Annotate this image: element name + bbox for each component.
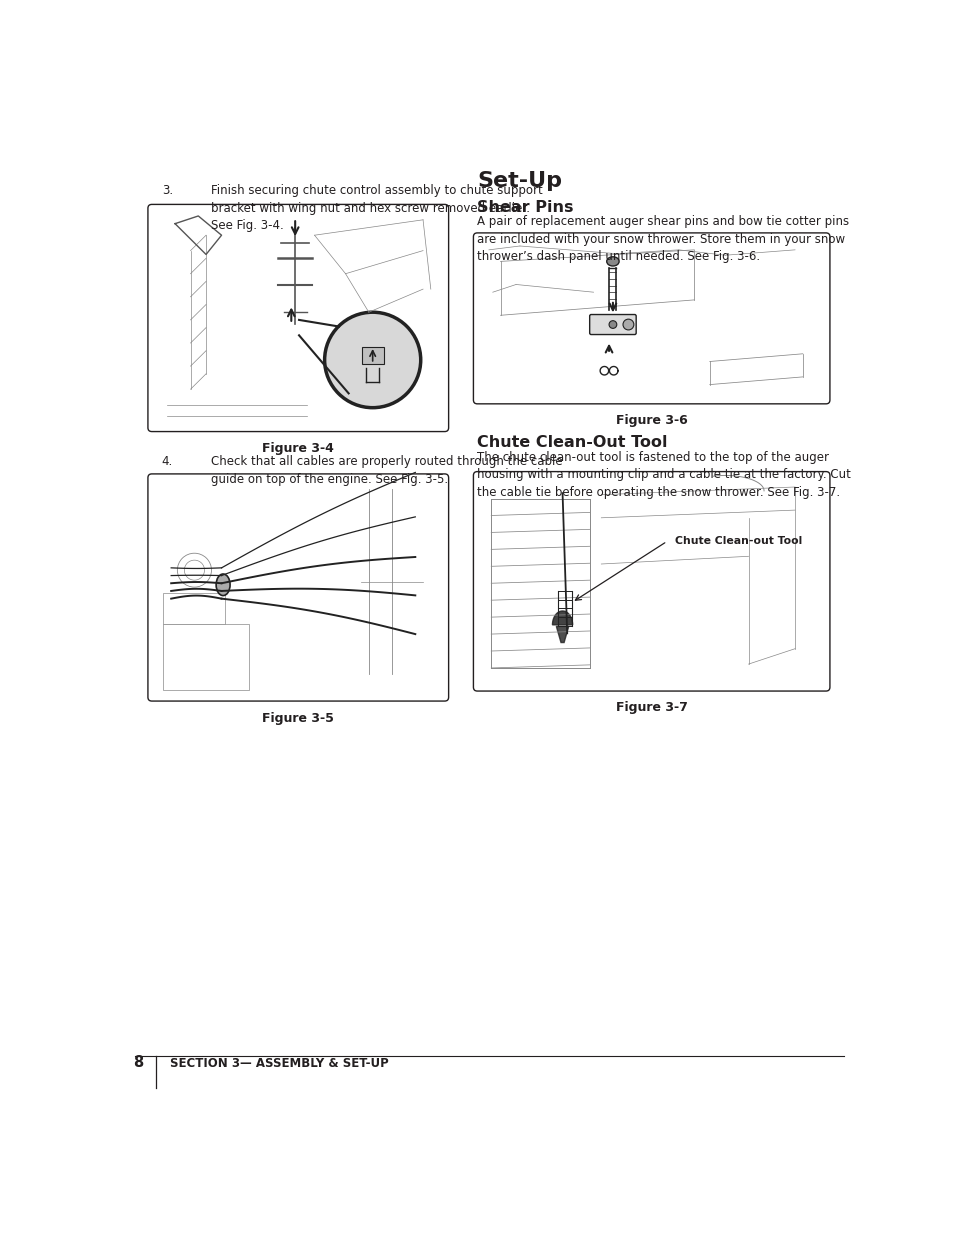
FancyBboxPatch shape (148, 205, 448, 431)
Ellipse shape (606, 257, 618, 266)
Text: SECTION 3— ASSEMBLY & SET-UP: SECTION 3— ASSEMBLY & SET-UP (170, 1057, 388, 1070)
Text: Figure 3-6: Figure 3-6 (615, 414, 687, 427)
FancyBboxPatch shape (163, 593, 225, 624)
Text: Shear Pins: Shear Pins (476, 200, 573, 215)
FancyBboxPatch shape (148, 474, 448, 701)
Text: The chute clean-out tool is fastened to the top of the auger
housing with a moun: The chute clean-out tool is fastened to … (476, 451, 850, 499)
Text: Figure 3-5: Figure 3-5 (262, 711, 334, 725)
Text: Figure 3-4: Figure 3-4 (262, 442, 334, 454)
Circle shape (622, 319, 633, 330)
Text: Set-Up: Set-Up (476, 172, 561, 191)
Text: Figure 3-7: Figure 3-7 (615, 701, 687, 714)
Text: A pair of replacement auger shear pins and bow tie cotter pins
are included with: A pair of replacement auger shear pins a… (476, 215, 848, 263)
Text: Chute Clean-out Tool: Chute Clean-out Tool (674, 536, 801, 546)
Text: Check that all cables are properly routed through the cable
guide on top of the : Check that all cables are properly route… (211, 456, 561, 485)
Circle shape (324, 312, 420, 408)
Text: 3.: 3. (162, 184, 172, 198)
Text: Finish securing chute control assembly to chute support
bracket with wing nut an: Finish securing chute control assembly t… (211, 184, 542, 232)
Text: 8: 8 (133, 1055, 144, 1070)
Circle shape (608, 321, 617, 329)
FancyBboxPatch shape (473, 472, 829, 692)
FancyBboxPatch shape (361, 347, 383, 364)
Text: 4.: 4. (162, 456, 172, 468)
Ellipse shape (216, 574, 230, 595)
Polygon shape (556, 626, 568, 642)
Text: Chute Clean-Out Tool: Chute Clean-Out Tool (476, 436, 667, 451)
FancyBboxPatch shape (163, 624, 249, 689)
FancyBboxPatch shape (589, 315, 636, 335)
FancyBboxPatch shape (473, 233, 829, 404)
Polygon shape (552, 611, 572, 625)
